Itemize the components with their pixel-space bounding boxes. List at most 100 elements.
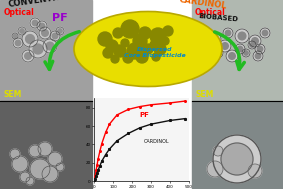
Circle shape [42, 166, 58, 182]
Circle shape [133, 34, 147, 48]
Text: SEM: SEM [4, 90, 22, 99]
Circle shape [50, 31, 60, 41]
Circle shape [103, 48, 113, 58]
Text: BIOBASED: BIOBASED [198, 12, 238, 22]
Circle shape [212, 36, 218, 42]
Circle shape [20, 172, 30, 182]
Circle shape [37, 21, 47, 31]
Circle shape [13, 38, 23, 48]
Circle shape [38, 142, 52, 156]
Circle shape [207, 161, 223, 177]
Text: CARDINOL: CARDINOL [178, 0, 227, 11]
Circle shape [98, 32, 112, 46]
Circle shape [136, 51, 148, 63]
Circle shape [22, 50, 34, 62]
Text: Core Biopesticide: Core Biopesticide [124, 53, 186, 59]
Circle shape [58, 29, 62, 33]
Circle shape [113, 28, 123, 38]
Circle shape [111, 55, 119, 63]
Circle shape [29, 40, 47, 58]
Circle shape [229, 53, 235, 59]
Circle shape [42, 30, 48, 36]
Circle shape [154, 43, 166, 55]
Circle shape [222, 43, 228, 49]
Circle shape [237, 46, 243, 52]
Text: CONVENTIONAL: CONVENTIONAL [8, 0, 82, 9]
Circle shape [39, 23, 45, 29]
Circle shape [10, 149, 20, 159]
Bar [0, 101, 92, 189]
Text: SEM: SEM [195, 90, 213, 99]
Text: Optical: Optical [195, 8, 226, 17]
Circle shape [248, 41, 256, 49]
Circle shape [242, 49, 250, 57]
Circle shape [206, 42, 214, 50]
Circle shape [56, 163, 64, 171]
Circle shape [12, 156, 28, 172]
Circle shape [235, 29, 249, 43]
Circle shape [223, 28, 233, 38]
Circle shape [150, 28, 166, 44]
Circle shape [225, 30, 231, 36]
Circle shape [143, 44, 153, 54]
Circle shape [46, 42, 54, 50]
Circle shape [257, 46, 263, 52]
Circle shape [48, 152, 62, 166]
Circle shape [253, 51, 263, 61]
Circle shape [248, 164, 262, 178]
Circle shape [32, 20, 38, 26]
Circle shape [213, 135, 261, 183]
Circle shape [139, 27, 151, 39]
Circle shape [208, 44, 212, 48]
Circle shape [56, 27, 64, 35]
Circle shape [123, 53, 133, 63]
Text: PF: PF [140, 112, 150, 118]
Circle shape [255, 53, 261, 59]
Text: CARDINOL: CARDINOL [143, 139, 169, 144]
Circle shape [114, 45, 126, 57]
Circle shape [22, 31, 38, 47]
Circle shape [18, 27, 26, 35]
Circle shape [29, 145, 41, 157]
Circle shape [249, 35, 261, 47]
Circle shape [150, 40, 160, 50]
Circle shape [30, 18, 40, 28]
Circle shape [127, 43, 143, 59]
Circle shape [43, 39, 57, 53]
Circle shape [161, 37, 169, 45]
Circle shape [152, 53, 160, 61]
Bar [0, 0, 92, 101]
Circle shape [20, 29, 24, 33]
Circle shape [209, 33, 221, 45]
Text: PF: PF [52, 13, 68, 23]
Bar [192, 0, 283, 101]
Circle shape [219, 40, 231, 52]
Circle shape [30, 159, 50, 179]
Circle shape [106, 40, 118, 52]
Circle shape [163, 26, 173, 36]
Circle shape [213, 146, 223, 156]
Circle shape [213, 48, 223, 58]
Circle shape [25, 35, 35, 43]
Circle shape [244, 51, 248, 55]
Circle shape [15, 40, 21, 46]
Circle shape [25, 53, 31, 59]
Text: Dispersed: Dispersed [137, 46, 173, 51]
Circle shape [250, 43, 254, 47]
Circle shape [221, 143, 253, 175]
Circle shape [26, 177, 34, 185]
Circle shape [252, 38, 258, 44]
Bar [192, 101, 283, 189]
Circle shape [215, 50, 221, 56]
Ellipse shape [74, 12, 222, 87]
Circle shape [255, 44, 265, 54]
Circle shape [52, 33, 58, 39]
Circle shape [235, 44, 245, 54]
Circle shape [226, 50, 238, 62]
Circle shape [13, 34, 17, 38]
Circle shape [39, 27, 51, 39]
Circle shape [121, 20, 139, 38]
Text: Optical: Optical [4, 8, 35, 17]
Circle shape [238, 32, 246, 40]
Circle shape [12, 33, 18, 39]
